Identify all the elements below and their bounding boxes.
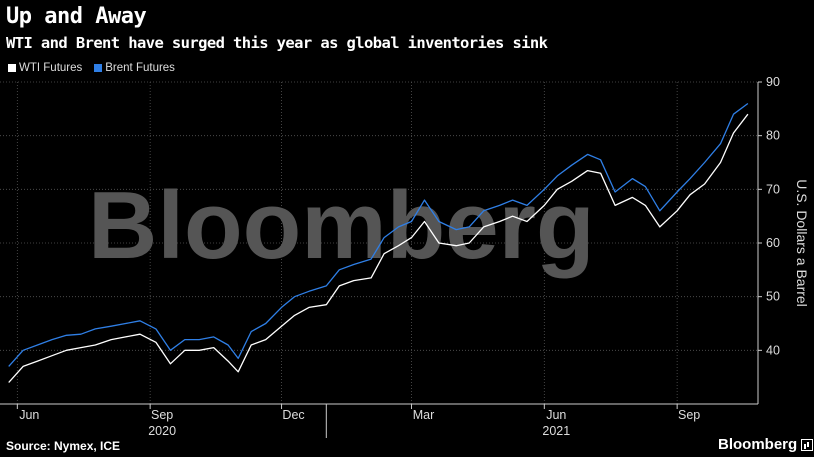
x-tick-label: Dec [282,408,304,422]
legend-label-wti: WTI Futures [19,62,83,74]
legend-label-brent: Brent Futures [105,62,175,74]
legend-swatch-brent [94,64,103,72]
legend-item-brent: Brent Futures [94,62,175,74]
legend-swatch-wti [8,64,16,72]
y-tick-label: 40 [766,343,780,357]
chart-subtitle: WTI and Brent have surged this year as g… [6,34,548,52]
chart-title: Up and Away [6,4,147,29]
brent-series-line [8,102,749,367]
source-note: Source: Nymex, ICE [6,439,121,453]
y-tick-label: 90 [766,75,780,89]
x-tick-label: Sep [678,408,700,422]
y-tick-label: 70 [766,182,780,196]
x-year-label: 2021 [542,424,570,438]
legend-item-wti: WTI Futures [8,62,82,74]
brand-name: Bloomberg [718,436,798,453]
chart-legend: WTI Futures Brent Futures [8,62,175,74]
y-tick-label: 60 [766,236,780,250]
wti-series-line [8,113,749,383]
y-tick-label: 80 [766,129,780,143]
x-year-label: 2020 [148,424,176,438]
x-tick-label: Mar [413,408,435,422]
brand-logo: Bloomberg [718,436,814,453]
x-tick-label: Jun [19,408,39,422]
y-tick-label: 50 [766,290,780,304]
x-tick-label: Sep [151,408,173,422]
watermark-text: Bloomberg [88,172,595,279]
y-axis-label: U.S. Dollars a Barrel [794,179,810,307]
chart-icon [801,438,814,451]
x-tick-label: Jun [546,408,566,422]
